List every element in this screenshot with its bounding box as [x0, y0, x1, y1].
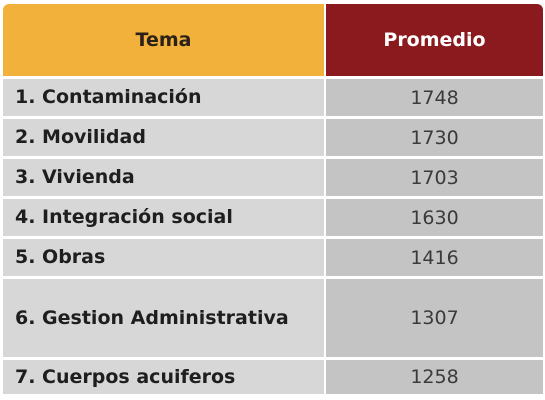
data-table: Tema Promedio 1. Contaminación 1748 2. M… [3, 4, 543, 394]
row-tema-label: 4. Integración social [3, 196, 326, 236]
row-tema-label: 3. Vivienda [3, 156, 326, 196]
row-promedio-value: 1630 [326, 196, 543, 236]
row-tema-label: 1. Contaminación [3, 76, 326, 116]
table-row: 1. Contaminación 1748 [3, 76, 543, 116]
row-tema-label: 2. Movilidad [3, 116, 326, 156]
table-row: 6. Gestion Administrativa 1307 [3, 276, 543, 357]
data-table-container: Tema Promedio 1. Contaminación 1748 2. M… [3, 4, 543, 400]
row-promedio-value: 1307 [326, 276, 543, 357]
column-header-tema: Tema [3, 4, 326, 76]
row-tema-label: 7. Cuerpos acuiferos [3, 357, 326, 394]
table-row: 3. Vivienda 1703 [3, 156, 543, 196]
header-row: Tema Promedio [3, 4, 543, 76]
table-row: 7. Cuerpos acuiferos 1258 [3, 357, 543, 394]
row-promedio-value: 1258 [326, 357, 543, 394]
row-promedio-value: 1748 [326, 76, 543, 116]
row-tema-label: 5. Obras [3, 236, 326, 276]
row-promedio-value: 1703 [326, 156, 543, 196]
row-promedio-value: 1416 [326, 236, 543, 276]
table-row: 5. Obras 1416 [3, 236, 543, 276]
column-header-promedio: Promedio [326, 4, 543, 76]
row-tema-label: 6. Gestion Administrativa [3, 276, 326, 357]
row-promedio-value: 1730 [326, 116, 543, 156]
table-row: 2. Movilidad 1730 [3, 116, 543, 156]
table-row: 4. Integración social 1630 [3, 196, 543, 236]
